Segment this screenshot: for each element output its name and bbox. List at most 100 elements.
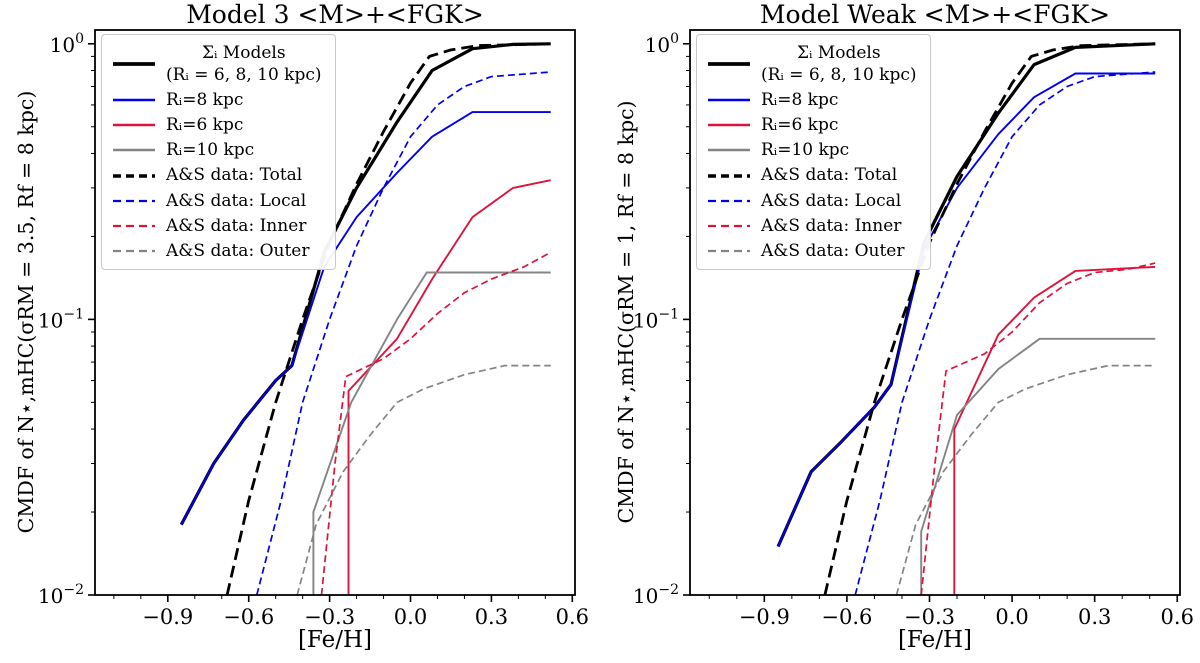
panel-model-3: −0.9 −0.6 −0.3 0.0 0.3 0.6 100 10−1 10−2 Model 3…: [14, 0, 589, 653]
legend-label: Σᵢ Models: [201, 43, 286, 63]
legend-label: A&S data: Inner: [761, 215, 902, 236]
legend-text: Rᵢ=8 kpc: [761, 89, 838, 111]
legend-line-as-outer-icon: [708, 249, 750, 252]
x-tick-label: 0.6: [1161, 605, 1194, 629]
series-as-inner: [320, 251, 552, 595]
left-y-axis-label: CMDF of N⋆,mHC(σRM = 3.5, Rf = 8 kpc): [14, 90, 38, 534]
legend-label: Rᵢ=8 kpc: [761, 90, 839, 111]
legend-text: Rᵢ=8 kpc: [166, 89, 243, 111]
y-tick-label: 10−1: [633, 306, 679, 332]
legend-text: A&S data: Outer: [166, 240, 309, 262]
legend-text: A&S data: Local: [761, 190, 901, 212]
legend-line-sum-models-icon: [113, 62, 155, 66]
legend-item-sum-models: Σᵢ Models (Rᵢ = 6, 8, 10 kpc): [706, 42, 917, 86]
legend-item-as-local: A&S data: Local: [706, 190, 917, 212]
legend-label: Rᵢ=6 kpc: [761, 115, 839, 136]
x-tick-label: 0.6: [556, 605, 589, 629]
legend-text: Σᵢ Models (Rᵢ = 6, 8, 10 kpc): [166, 42, 322, 86]
legend-text: Σᵢ Models (Rᵢ = 6, 8, 10 kpc): [761, 42, 917, 86]
legend-item-as-local: A&S data: Local: [111, 190, 322, 212]
x-tick-label: −0.3: [904, 605, 955, 629]
legend-item-as-outer: A&S data: Outer: [706, 240, 917, 262]
series-as-inner: [920, 262, 1156, 595]
left-x-axis-label: [Fe/H]: [297, 627, 373, 653]
legend-line-ri-10-icon: [708, 149, 750, 152]
legend-label: A&S data: Inner: [166, 215, 307, 236]
legend-text: Rᵢ=6 kpc: [761, 114, 838, 136]
y-tick-label: 100: [645, 31, 679, 57]
legend-line-as-inner-icon: [708, 224, 750, 227]
left-legend: Σᵢ Models (Rᵢ = 6, 8, 10 kpc) Rᵢ=8 kpc Rᵢ=6…: [101, 34, 336, 270]
legend-sublabel: (Rᵢ = 6, 8, 10 kpc): [761, 65, 917, 86]
legend-text: Rᵢ=10 kpc: [166, 139, 254, 161]
series-ri-6: [347, 179, 551, 595]
legend-label: A&S data: Local: [166, 190, 307, 211]
legend-text: A&S data: Inner: [761, 215, 901, 237]
legend-text: A&S data: Local: [166, 190, 306, 212]
legend-item-ri-10: Rᵢ=10 kpc: [706, 139, 917, 161]
right-chart-title: Model Weak <M>+<FGK>: [759, 0, 1111, 29]
y-tick-label: 100: [50, 31, 84, 57]
x-tick-label: 0.0: [394, 605, 427, 629]
legend-item-as-total: A&S data: Total: [706, 164, 917, 186]
x-tick-label: −0.6: [223, 605, 274, 629]
series-as-outer: [895, 364, 1156, 595]
series-as-total: [823, 42, 1156, 595]
legend-label: A&S data: Total: [761, 165, 898, 186]
x-tick-label: 0.3: [1078, 605, 1111, 629]
legend-label: Rᵢ=6 kpc: [166, 115, 244, 136]
x-tick-label: −0.6: [821, 605, 872, 629]
legend-label: Rᵢ=10 kpc: [166, 140, 255, 161]
legend-item-as-inner: A&S data: Inner: [111, 215, 322, 237]
axes-frame: [689, 29, 1181, 596]
series-as-total: [225, 42, 551, 595]
legend-line-sum-models-icon: [708, 62, 750, 66]
legend-item-ri-8: Rᵢ=8 kpc: [706, 89, 917, 111]
legend-label: A&S data: Outer: [761, 240, 905, 261]
legend-label: Rᵢ=8 kpc: [166, 90, 244, 111]
axes-frame: [94, 29, 576, 596]
series-ri-10: [920, 337, 1156, 595]
legend-item-ri-8: Rᵢ=8 kpc: [111, 89, 322, 111]
legend-line-ri-8-icon: [113, 98, 155, 102]
left-plot-area: −0.9 −0.6 −0.3 0.0 0.3 0.6 100 10−1 10−2: [38, 29, 589, 629]
legend-line-as-local-icon: [113, 199, 155, 202]
legend-item-as-inner: A&S data: Inner: [706, 215, 917, 237]
legend-line-as-total-icon: [113, 173, 155, 178]
legend-text: Rᵢ=6 kpc: [166, 114, 243, 136]
y-tick-label: 10−1: [38, 306, 84, 332]
legend-item-ri-6: Rᵢ=6 kpc: [111, 114, 322, 136]
series-ri-6: [953, 265, 1156, 595]
legend-item-as-total: A&S data: Total: [111, 164, 322, 186]
legend-label: A&S data: Total: [166, 165, 303, 186]
series-as-outer: [296, 364, 551, 595]
y-tick-label: 10−2: [38, 582, 84, 608]
legend-line-as-inner-icon: [113, 224, 155, 227]
series-group: [179, 42, 552, 595]
legend-text: A&S data: Inner: [166, 215, 306, 237]
legend-text: A&S data: Total: [761, 164, 897, 186]
legend-label: A&S data: Local: [761, 190, 902, 211]
panel-model-weak: −0.9 −0.6 −0.3 0.0 0.3 0.6 100 10−1 10−2 Model W…: [600, 0, 1200, 663]
x-tick-label: 0.0: [995, 605, 1028, 629]
legend-label: Σᵢ Models: [796, 43, 881, 63]
legend-line-as-total-icon: [708, 173, 750, 178]
series-ri-10: [312, 271, 551, 595]
legend-label: A&S data: Outer: [166, 240, 310, 261]
x-tick-label: −0.3: [304, 605, 355, 629]
legend-item-ri-10: Rᵢ=10 kpc: [111, 139, 322, 161]
legend-text: A&S data: Total: [166, 164, 302, 186]
y-tick-label: 10−2: [633, 582, 679, 608]
right-legend: Σᵢ Models (Rᵢ = 6, 8, 10 kpc) Rᵢ=8 kpc Rᵢ=6…: [696, 34, 931, 270]
legend-item-ri-6: Rᵢ=6 kpc: [706, 114, 917, 136]
right-x-axis-label: [Fe/H]: [897, 627, 973, 653]
legend-line-ri-8-icon: [708, 98, 750, 102]
legend-line-ri-6-icon: [708, 124, 750, 127]
x-tick-label: 0.3: [475, 605, 508, 629]
legend-label: Rᵢ=10 kpc: [761, 140, 850, 161]
left-chart-title: Model 3 <M>+<FGK>: [186, 0, 484, 29]
right-y-axis-label: CMDF of N⋆,mHC(σRM = 1, Rf = 8 kpc): [614, 100, 638, 524]
legend-sublabel: (Rᵢ = 6, 8, 10 kpc): [166, 65, 322, 86]
legend-item-as-outer: A&S data: Outer: [111, 240, 322, 262]
